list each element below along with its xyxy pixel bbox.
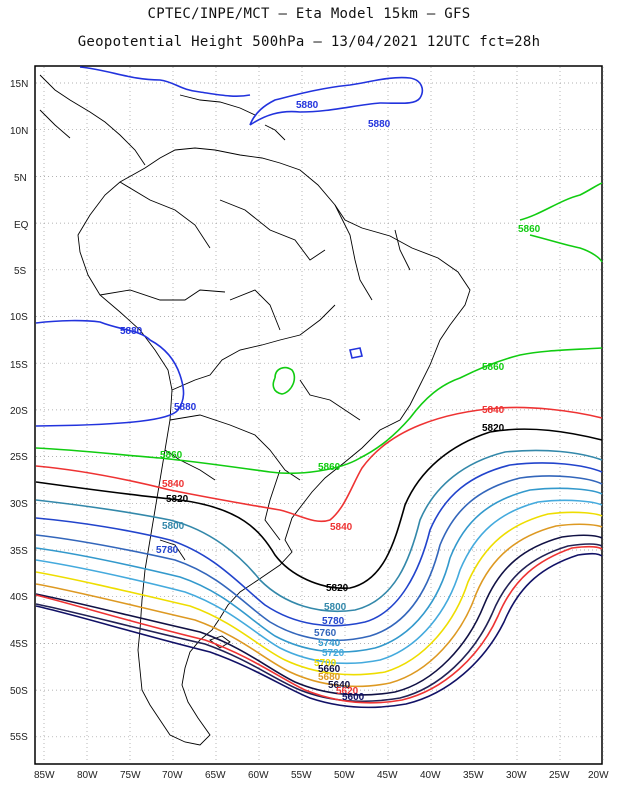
map-frame <box>34 65 603 765</box>
contour-label: 5660 <box>318 664 341 675</box>
contour-5660 <box>35 534 603 696</box>
contour-5760 <box>35 475 603 642</box>
contour-label: 5820 <box>166 494 189 505</box>
contour-label: 5800 <box>162 521 185 532</box>
lon-tick-label: 65W <box>205 770 226 781</box>
latitude-axis: 15N 10N 5N EQ 5S 10S 15S 20S 25S 30S 35S… <box>10 79 29 743</box>
contour-5860-closed <box>272 366 296 395</box>
lon-tick-label: 70W <box>162 770 183 781</box>
lat-tick-label: 35S <box>10 546 28 557</box>
contour-label: 5640 <box>328 680 351 691</box>
lat-tick-label: 15S <box>10 360 28 371</box>
contour-5640 <box>35 543 603 703</box>
contour-5880-north <box>79 66 251 98</box>
lat-tick-label: 30S <box>10 499 28 510</box>
contour-5680 <box>35 523 603 688</box>
contour-label: 5860 <box>518 224 541 235</box>
contour-label: 5720 <box>322 648 345 659</box>
coastlines <box>39 74 471 746</box>
contour-label: 5620 <box>336 686 359 697</box>
lat-tick-label: EQ <box>14 220 29 231</box>
contour-label: 5600 <box>342 692 365 703</box>
lat-tick-label: 5S <box>14 266 27 277</box>
contour-5800 <box>35 449 603 613</box>
lon-tick-label: 20W <box>588 770 609 781</box>
lon-tick-label: 30W <box>506 770 527 781</box>
contour-label: 5820 <box>482 423 505 434</box>
contour-label: 5880 <box>120 326 143 337</box>
lon-tick-label: 80W <box>77 770 98 781</box>
contour-label: 5860 <box>318 462 341 473</box>
contour-5700 <box>35 511 603 676</box>
contour-label: 5800 <box>324 602 347 613</box>
contour-5880-caribbean <box>249 76 424 126</box>
lon-tick-label: 60W <box>248 770 269 781</box>
contour-label: 5840 <box>162 479 185 490</box>
lat-tick-label: 50S <box>10 686 28 697</box>
contour-label: 5680 <box>318 672 341 683</box>
map-title: CPTEC/INPE/MCT – Eta Model 15km – GFS <box>147 6 471 22</box>
contour-5820 <box>35 428 603 589</box>
lon-tick-label: 50W <box>334 770 355 781</box>
contour-5880-pacific <box>35 319 185 427</box>
contour-5620 <box>35 545 603 704</box>
lat-tick-label: 15N <box>10 79 28 90</box>
lon-tick-label: 45W <box>377 770 398 781</box>
contour-label: 5840 <box>482 405 505 416</box>
contour-lines <box>35 66 603 709</box>
contour-5720 <box>35 499 603 665</box>
contour-labels: 5880 5880 5880 5880 5860 5860 5860 5860 … <box>120 100 541 703</box>
contour-label: 5880 <box>174 402 197 413</box>
contour-5880-closed <box>349 347 363 359</box>
contour-5840 <box>35 406 603 523</box>
contour-label: 5860 <box>160 450 183 461</box>
graticule <box>36 67 604 763</box>
lat-tick-label: 20S <box>10 406 28 417</box>
contour-label: 5840 <box>330 522 353 533</box>
contour-label: 5820 <box>326 583 349 594</box>
lat-tick-label: 55S <box>10 732 28 743</box>
lat-tick-label: 25S <box>10 452 28 463</box>
contour-label: 5780 <box>156 545 179 556</box>
lon-tick-label: 40W <box>420 770 441 781</box>
lon-tick-label: 35W <box>463 770 484 781</box>
lon-tick-label: 55W <box>291 770 312 781</box>
lat-tick-label: 40S <box>10 592 28 603</box>
lon-tick-label: 25W <box>549 770 570 781</box>
contour-5780 <box>35 462 603 627</box>
lat-tick-label: 10N <box>10 126 28 137</box>
contour-label: 5760 <box>314 628 337 639</box>
longitude-axis: 85W 80W 75W 70W 65W 60W 55W 50W 45W 40W … <box>34 770 609 781</box>
lat-tick-label: 10S <box>10 312 28 323</box>
contour-label: 5880 <box>296 100 319 111</box>
contour-5860-atlantic <box>519 182 603 221</box>
lat-tick-label: 5N <box>14 173 27 184</box>
contour-5740 <box>35 487 603 653</box>
contour-label: 5860 <box>482 362 505 373</box>
contour-label: 5740 <box>318 638 341 649</box>
contour-5860-atlantic-b <box>529 234 603 263</box>
contour-label: 5880 <box>368 119 391 130</box>
lon-tick-label: 75W <box>120 770 141 781</box>
map-subtitle: Geopotential Height 500hPa – 13/04/2021 … <box>77 34 541 50</box>
contour-5860-main <box>35 347 603 475</box>
contour-label: 5780 <box>322 616 345 627</box>
contour-5600 <box>35 552 603 709</box>
contour-label: 5700 <box>314 658 337 669</box>
lon-tick-label: 85W <box>34 770 55 781</box>
lat-tick-label: 45S <box>10 639 28 650</box>
